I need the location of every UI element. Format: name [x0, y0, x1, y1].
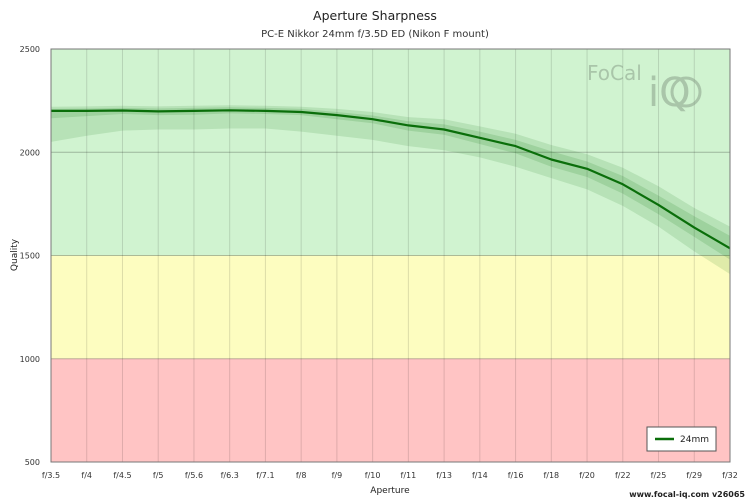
chart-subtitle: PC-E Nikkor 24mm f/3.5D ED (Nikon F moun…: [261, 29, 489, 40]
legend: 24mm: [646, 426, 717, 452]
footer-credit: www.focal-iq.com v26065: [629, 490, 745, 499]
x-tick-label-4: f/5.6: [185, 471, 203, 480]
logo-lens-icon: [670, 76, 702, 108]
y-tick-label-2: 1500: [20, 252, 40, 261]
x-tick-label-0: f/3.5: [42, 471, 60, 480]
y-tick-label-3: 2000: [20, 148, 40, 157]
quality-zones: [51, 49, 730, 462]
y-axis-label: Quality: [10, 238, 20, 271]
series-line-0: [51, 109, 731, 250]
x-tick-label-11: f/13: [436, 471, 452, 480]
legend-label-24mm: 24mm: [680, 435, 709, 445]
x-tick-label-18: f/29: [686, 471, 702, 480]
zone-1: [51, 255, 730, 359]
confidence-bands: [51, 105, 730, 275]
x-tick-label-5: f/6.3: [221, 471, 239, 480]
chart-title: Aperture Sharpness: [313, 8, 437, 23]
x-tick-label-19: f/32: [722, 471, 738, 480]
x-tick-label-17: f/25: [651, 471, 667, 480]
x-tick-label-1: f/4: [81, 471, 92, 480]
y-tick-label-1: 1000: [20, 355, 40, 364]
y-tick-label-0: 500: [25, 458, 40, 467]
x-tick-label-12: f/14: [472, 471, 488, 480]
x-tick-label-7: f/8: [296, 471, 307, 480]
x-tick-label-15: f/20: [579, 471, 595, 480]
x-tick-label-8: f/9: [332, 471, 343, 480]
x-tick-label-14: f/18: [543, 471, 559, 480]
x-axis-label: Aperture: [370, 486, 410, 496]
x-tick-label-2: f/4.5: [113, 471, 131, 480]
zone-2: [51, 358, 730, 462]
x-tick-label-13: f/16: [508, 471, 524, 480]
x-axis-ticks: f/3.5 f/4 f/4.5 f/5 f/5.6 f/6.3 f/7.1 f/8 f/9 f/1…: [42, 471, 738, 480]
x-tick-label-3: f/5: [153, 471, 164, 480]
zone-0: [51, 49, 730, 256]
logo-focal: FoCal: [587, 61, 642, 85]
y-tick-label-4: 2500: [20, 45, 40, 54]
x-tick-label-10: f/11: [401, 471, 417, 480]
x-tick-label-9: f/10: [365, 471, 381, 480]
focal-logo: FoCal iQ: [587, 61, 702, 116]
y-axis-ticks: 500 1000 1500 2000 2500: [20, 45, 40, 467]
plot-frame: [50, 48, 731, 463]
band-outer-0: [51, 105, 730, 275]
x-tick-label-6: f/7.1: [256, 471, 274, 480]
x-tick-label-16: f/22: [615, 471, 631, 480]
